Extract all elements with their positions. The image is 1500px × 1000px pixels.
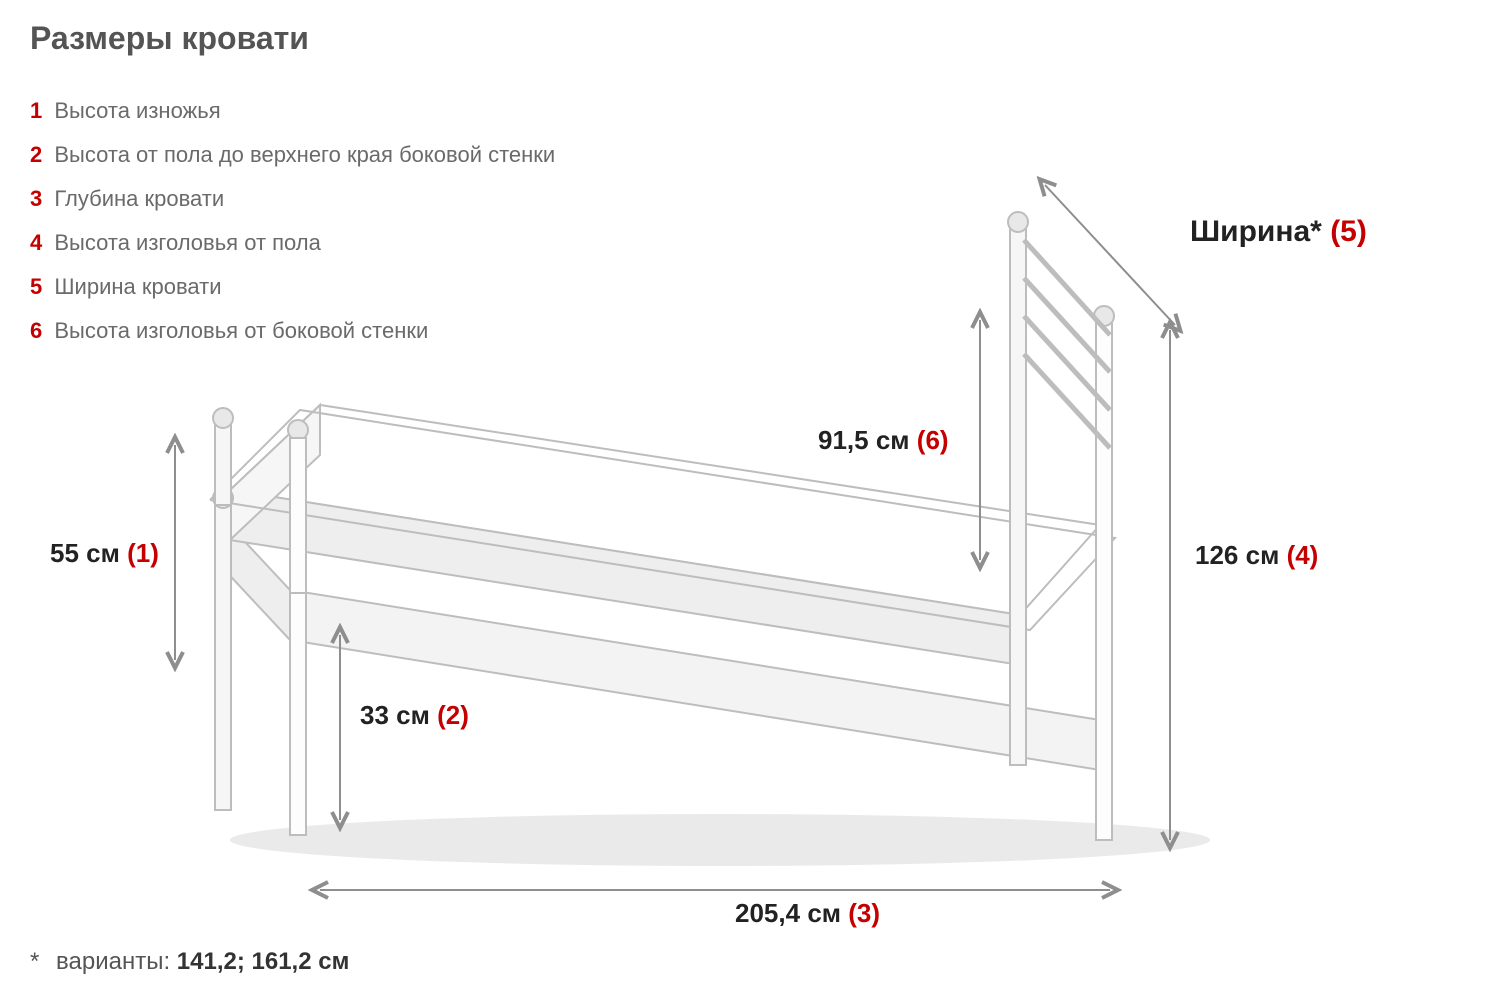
dim-label-4: 126 см (4) <box>1195 540 1318 571</box>
dim-idx: (6) <box>917 425 949 455</box>
dim-idx: (4) <box>1287 540 1319 570</box>
dim-value: 33 <box>360 700 389 730</box>
dim-unit: см <box>1246 540 1280 570</box>
dim-unit: см <box>86 538 120 568</box>
dim-label-3: 205,4 см (3) <box>735 898 880 929</box>
footnote-prefix: варианты: <box>56 948 170 975</box>
bed-diagram <box>0 0 1500 1000</box>
dim-idx: (3) <box>848 898 880 928</box>
dim-idx: (2) <box>437 700 469 730</box>
dim-value: 55 <box>50 538 79 568</box>
dim-value: 126 <box>1195 540 1238 570</box>
dim-value: 91,5 <box>818 425 869 455</box>
page: Размеры кровати 1 Высота изножья 2 Высот… <box>0 0 1500 1000</box>
leg-head-far <box>1010 225 1026 765</box>
post-foot-front-upper <box>290 438 306 593</box>
dim-label-6: 91,5 см (6) <box>818 425 949 456</box>
shadow <box>230 814 1210 866</box>
footnote-star: * <box>30 948 39 975</box>
dim-arrow-5 <box>1045 185 1175 325</box>
dim-unit: см <box>807 898 841 928</box>
dim-value: Ширина* <box>1190 215 1322 248</box>
headboard-bar-1 <box>1024 240 1110 335</box>
dim-unit: см <box>876 425 910 455</box>
leg-foot-left <box>215 500 231 810</box>
dim-unit: см <box>396 700 430 730</box>
dim-idx: (1) <box>127 538 159 568</box>
dim-label-5: Ширина* (5) <box>1190 215 1367 249</box>
footnote-values: 141,2; 161,2 см <box>177 948 350 975</box>
footnote: * варианты: 141,2; 161,2 см <box>30 948 349 976</box>
dim-idx: (5) <box>1330 215 1367 248</box>
leg-foot-front <box>290 585 306 835</box>
dim-value: 205,4 <box>735 898 800 928</box>
dim-label-2: 33 см (2) <box>360 700 469 731</box>
post-foot-left-upper <box>215 420 231 505</box>
dim-label-1: 55 см (1) <box>50 538 159 569</box>
knob-head-far <box>1008 212 1028 232</box>
knob-foot-left-upper <box>213 408 233 428</box>
